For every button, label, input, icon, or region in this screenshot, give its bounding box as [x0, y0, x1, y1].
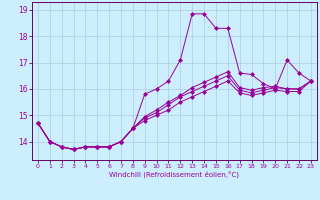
X-axis label: Windchill (Refroidissement éolien,°C): Windchill (Refroidissement éolien,°C): [109, 171, 239, 178]
